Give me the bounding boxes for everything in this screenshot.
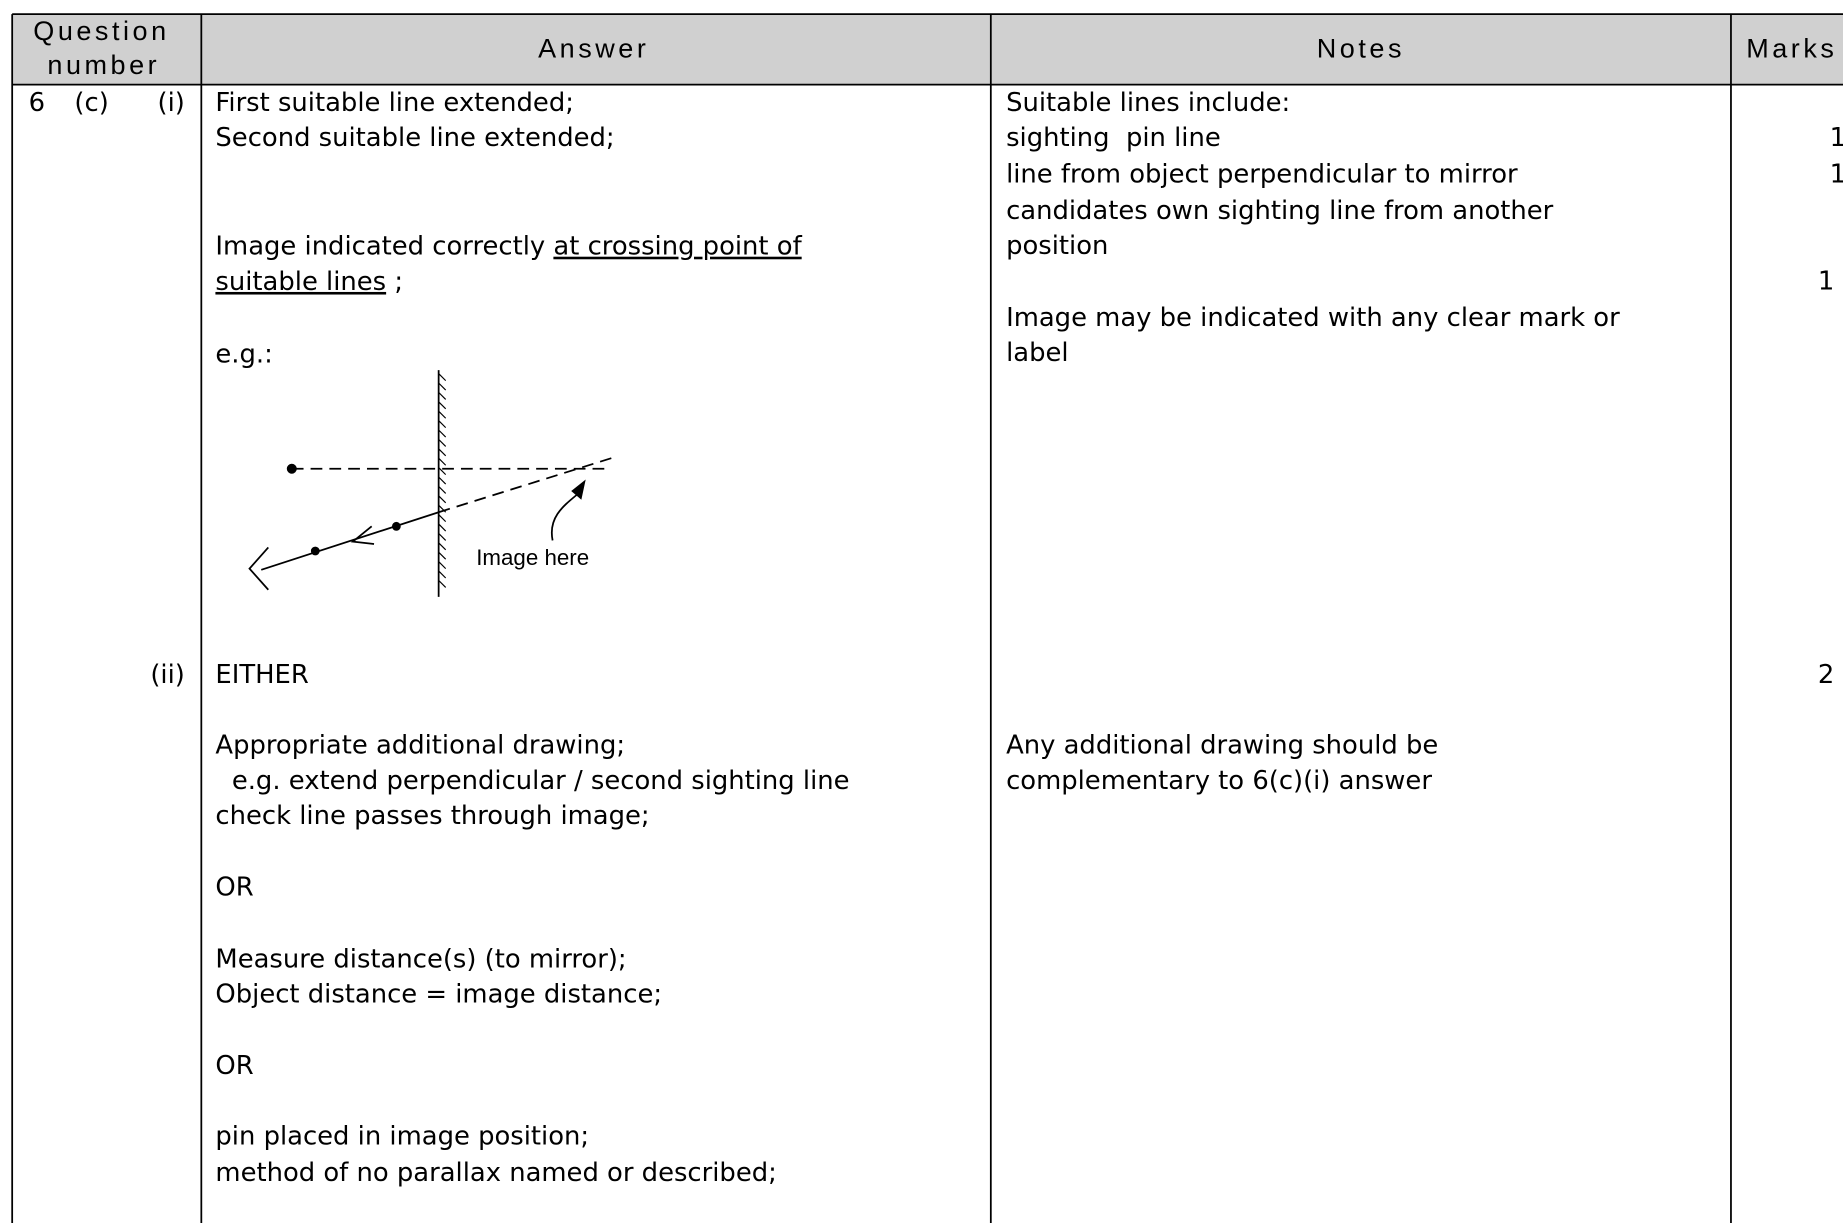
answer-line: pin placed in image position; bbox=[215, 1122, 589, 1152]
mark: 1 bbox=[1830, 160, 1843, 190]
answer-line: OR bbox=[215, 873, 253, 903]
header-cell: Question bbox=[33, 16, 169, 46]
header-cell: Notes bbox=[1317, 34, 1405, 64]
mark: 1 bbox=[1818, 266, 1834, 296]
notes-line: Image may be indicated with any clear ma… bbox=[1006, 303, 1620, 333]
answer-line: e.g.: bbox=[215, 339, 272, 369]
header-background bbox=[12, 14, 1843, 85]
notes-line: complementary to 6(c)(i) answer bbox=[1006, 766, 1432, 796]
answer-line: First suitable line extended; bbox=[215, 88, 574, 118]
notes-line: Any additional drawing should be bbox=[1006, 731, 1438, 761]
mirror-diagram bbox=[248, 370, 612, 597]
header-cell: Marks bbox=[1746, 34, 1837, 64]
answer-line: method of no parallax named or described… bbox=[215, 1158, 776, 1188]
answer-line: OR bbox=[215, 1051, 253, 1081]
answer-line: e.g. extend perpendicular / second sight… bbox=[215, 766, 849, 796]
notes-line: Suitable lines include: bbox=[1006, 88, 1290, 118]
answer-text: Image indicated correctly bbox=[215, 231, 553, 261]
answer-line: Object distance = image distance; bbox=[215, 980, 662, 1010]
answer-line: check line passes through image; bbox=[215, 801, 649, 831]
answer-line: Second suitable line extended; bbox=[215, 123, 614, 153]
question-sub: (ii) bbox=[150, 660, 185, 690]
question-number: 6 bbox=[29, 88, 45, 118]
notes-line: candidates own sighting line from anothe… bbox=[1006, 196, 1554, 226]
answer-line: Measure distance(s) (to mirror); bbox=[215, 944, 626, 974]
mark: 1 bbox=[1830, 123, 1843, 153]
header-cell: number bbox=[47, 50, 160, 80]
answer-text: ; bbox=[386, 266, 403, 296]
answer-line: Image indicated correctly at crossing po… bbox=[215, 231, 802, 261]
mark: 2 bbox=[1818, 660, 1834, 690]
table-rules bbox=[11, 13, 1843, 1223]
question-sub: (i) bbox=[158, 88, 185, 118]
diagram-label: Image here bbox=[476, 545, 589, 570]
answer-line: suitable lines ; bbox=[215, 266, 403, 296]
header-cell: Answer bbox=[538, 34, 649, 64]
notes-line: line from object perpendicular to mirror bbox=[1006, 160, 1518, 190]
notes-line: label bbox=[1006, 338, 1068, 368]
notes-line: position bbox=[1006, 231, 1108, 261]
answer-underlined: suitable lines bbox=[215, 266, 386, 296]
answer-line: EITHER bbox=[215, 660, 308, 690]
answer-line: Appropriate additional drawing; bbox=[215, 731, 625, 761]
question-part: (c) bbox=[74, 88, 108, 118]
answer-underlined: at crossing point of bbox=[553, 231, 802, 261]
notes-line: sighting pin line bbox=[1006, 123, 1221, 153]
